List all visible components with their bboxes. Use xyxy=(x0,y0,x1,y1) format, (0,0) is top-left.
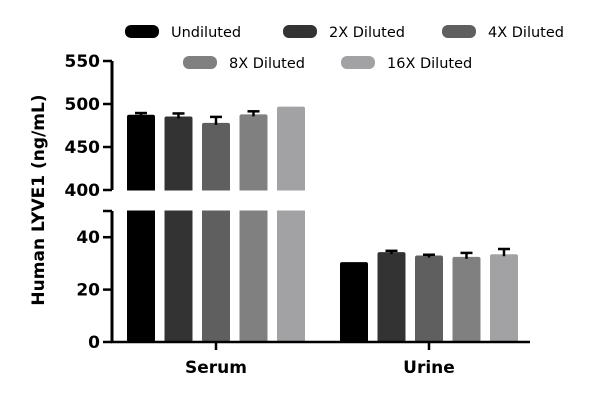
bar xyxy=(415,255,443,342)
axis-break-gap xyxy=(238,190,269,211)
legend-label: 2X Diluted xyxy=(329,25,405,41)
bar xyxy=(340,262,368,342)
y-tick-label: 500 xyxy=(65,95,101,115)
bar xyxy=(202,122,230,342)
bars xyxy=(126,106,518,342)
bar xyxy=(127,114,155,342)
y-tick-label: 40 xyxy=(76,228,100,248)
legend-swatch xyxy=(125,25,159,38)
y-tick-label: 400 xyxy=(65,181,101,201)
bar xyxy=(490,254,518,342)
x-tick-label: Urine xyxy=(403,358,455,378)
y-tick-label: 550 xyxy=(65,52,101,72)
legend-label: 4X Diluted xyxy=(488,25,564,41)
legend-swatch xyxy=(183,56,217,69)
legend-swatch xyxy=(283,25,317,38)
legend-label: Undiluted xyxy=(171,25,241,41)
bar xyxy=(452,256,481,342)
legend-swatch xyxy=(442,25,476,38)
legend: Undiluted 2X Diluted 4X Diluted 8X Diluted 1… xyxy=(125,25,564,72)
bar xyxy=(277,106,305,342)
y-axis-label: Human LYVE1 (ng/mL) xyxy=(29,94,49,305)
bar xyxy=(164,116,193,342)
legend-label: 16X Diluted xyxy=(387,56,472,72)
bar xyxy=(377,252,406,342)
legend-label: 8X Diluted xyxy=(229,56,305,72)
y-tick-label: 450 xyxy=(65,138,101,158)
bar xyxy=(239,114,268,342)
axis-break-gap xyxy=(126,190,156,211)
x-tick-label: Serum xyxy=(185,358,247,378)
axis-break-gap xyxy=(201,190,231,211)
legend-swatch xyxy=(341,56,375,69)
y-tick-label: 20 xyxy=(76,281,100,301)
axis-break-gap xyxy=(276,190,306,211)
y-tick-label: 0 xyxy=(88,333,100,353)
axes: 400 450 500 550 0 20 40 Serum Urine xyxy=(65,52,530,378)
axis-break-gap xyxy=(163,190,194,211)
